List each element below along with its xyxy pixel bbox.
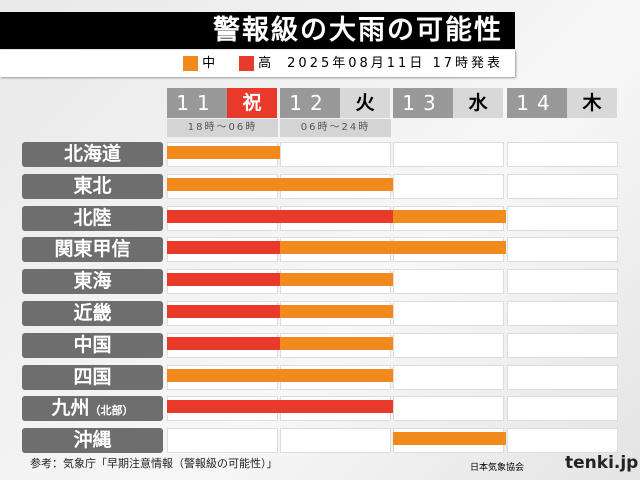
risk-bar-high [167,336,280,350]
risk-bar-medium [393,432,506,446]
day-header-13: 13 水 [393,88,503,118]
region-label: 沖縄 [22,428,163,454]
day-number: 13 [393,88,453,118]
org-name: 日本気象協会 [470,463,525,473]
region-label: 近畿 [22,301,163,326]
day-header-12: 12 火 [280,88,390,118]
weekday: 火 [340,88,390,118]
risk-bar-medium [280,177,393,191]
region-label: 関東甲信 [22,237,163,263]
grid-cell [393,332,504,358]
grid-cell [393,396,504,422]
day-number: 11 [167,88,227,118]
legend: 中 高 2025年08月11日 17時発表 [0,50,515,77]
grid-cell [167,428,278,454]
weekday: 祝 [227,88,277,118]
grid-cell [507,364,618,390]
source-note: 参考：気象庁「早期注意情報（警報級の可能性）」 [30,457,278,470]
period-11: 18時〜06時 [167,119,278,137]
region-label: 九州（北部） [22,396,163,422]
risk-bar-medium [280,305,393,318]
grid-cell [507,332,618,358]
risk-bar-medium [393,209,506,223]
grid-cell [393,269,504,295]
risk-bar-high [167,400,280,414]
risk-bar-high [280,400,393,414]
legend-swatch-medium [183,56,199,71]
grid-cell [507,142,618,167]
risk-bar-high [167,241,280,255]
grid-cell [507,205,618,231]
legend-label-medium: 中 [202,56,216,71]
grid-cell [280,428,391,454]
risk-bar-medium [280,273,393,287]
grid-cell [507,237,618,263]
region-label: 四国 [22,364,163,390]
legend-swatch-high [239,56,255,71]
grid-cell [393,142,504,167]
day-number: 12 [280,88,340,118]
risk-bar-high [167,209,280,223]
chart-title: 警報級の大雨の可能性 [0,12,515,49]
region-label: 中国 [22,332,163,358]
region-label: 北海道 [22,142,163,167]
grid-cell [507,269,618,295]
grid-cell [507,428,618,454]
tenki-logo: tenki.jp [565,453,639,473]
risk-bar-high [167,305,280,318]
risk-bar-high [167,273,280,287]
risk-bar-medium [280,336,393,350]
region-label: 北陸 [22,205,163,231]
day-header-11: 11 祝 [167,88,277,118]
period-12: 06時〜24時 [280,119,391,137]
weekday: 水 [453,88,503,118]
risk-bar-high [280,209,393,223]
region-label: 東海 [22,269,163,295]
day-number: 14 [507,88,567,118]
grid-cell [393,173,504,199]
risk-bar-medium [280,241,393,255]
grid-cell [393,301,504,326]
risk-bar-medium [167,146,280,159]
risk-bar-medium [167,177,280,191]
grid-cell [507,301,618,326]
grid-cell [393,364,504,390]
risk-bar-medium [280,368,393,382]
region-label: 東北 [22,173,163,199]
legend-label-high: 高 [258,56,272,71]
risk-bar-medium [167,368,280,382]
grid-cell [507,396,618,422]
grid-cell [280,142,391,167]
day-header-14: 14 木 [507,88,617,118]
weekday: 木 [567,88,617,118]
grid-cell [507,173,618,199]
risk-bar-medium [393,241,506,255]
issued-time: 2025年08月11日 17時発表 [287,56,503,71]
